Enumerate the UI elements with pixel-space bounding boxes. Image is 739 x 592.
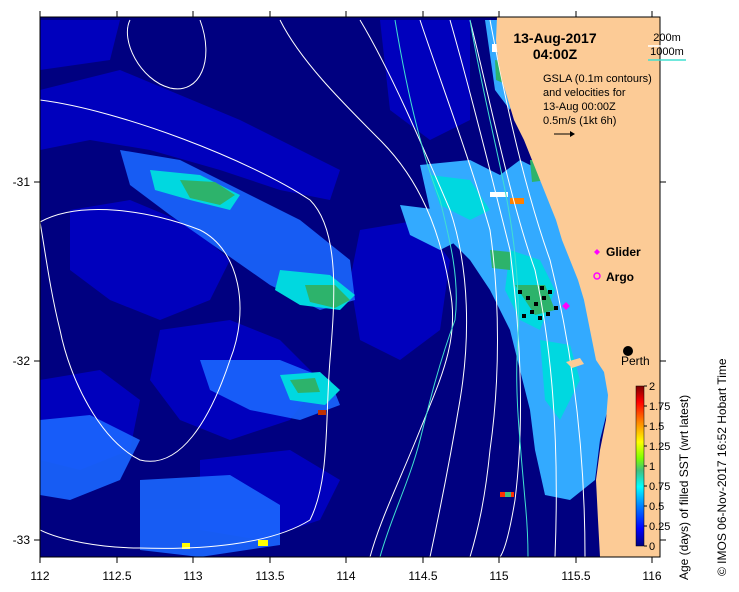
x-axis bbox=[39, 11, 653, 563]
x-tick-label: 114.5 bbox=[408, 569, 437, 583]
ring-icon bbox=[593, 272, 601, 280]
isobath-200m bbox=[469, 19, 529, 557]
map-time: 04:00Z bbox=[533, 46, 578, 62]
info-block: GSLA (0.1m contours) and velocities for … bbox=[543, 73, 652, 137]
isobath-legend: 200m 1000m bbox=[648, 32, 686, 61]
marker-legend-glider: Glider bbox=[606, 245, 641, 259]
colorbar-title: Age (days) of filled SST (wrt latest) bbox=[677, 395, 691, 580]
x-tick-label: 115.5 bbox=[561, 569, 590, 583]
colorbar-tick-label: 1.5 bbox=[649, 421, 664, 433]
x-tick-label: 114 bbox=[336, 569, 355, 583]
map-plot-area bbox=[40, 17, 660, 557]
x-tick-label: 116 bbox=[642, 569, 661, 583]
plot-frame bbox=[39, 16, 661, 558]
map-date: 13-Aug-2017 bbox=[513, 30, 596, 46]
info-line: 13-Aug 00:00Z bbox=[543, 101, 616, 113]
info-line: 0.5m/s (1kt 6h) bbox=[543, 115, 616, 127]
rottnest-island bbox=[566, 358, 584, 368]
colorbar-tick-label: 1.75 bbox=[649, 401, 670, 413]
place-label-perth: Perth bbox=[621, 354, 650, 368]
x-tick-labels: 112 112.5 113 113.5 114 114.5 115 115.5 … bbox=[30, 569, 661, 583]
colorbar-ramp bbox=[635, 385, 645, 547]
x-tick-label: 112 bbox=[30, 569, 49, 583]
colorbar: 2 1.75 1.5 1.25 1 0.75 0.5 0.25 0 bbox=[635, 381, 670, 553]
colorbar-tick-label: 2 bbox=[649, 381, 655, 393]
colorbar-tick-label: 0.5 bbox=[649, 501, 664, 513]
gsla-contours bbox=[40, 19, 586, 557]
perth-marker-icon bbox=[623, 346, 633, 356]
x-tick-label: 115 bbox=[489, 569, 508, 583]
land-mass bbox=[496, 17, 660, 557]
marker-legend-argo: Argo bbox=[606, 270, 634, 284]
info-line: and velocities for bbox=[543, 87, 626, 99]
info-line: GSLA (0.1m contours) bbox=[543, 73, 652, 85]
glider-track bbox=[518, 286, 558, 320]
glider-position bbox=[562, 302, 570, 310]
velocity-scale-arrow-icon bbox=[554, 131, 575, 137]
y-axis bbox=[34, 181, 666, 541]
isobath-1000m bbox=[379, 19, 457, 557]
isobath-legend-200m: 200m bbox=[653, 32, 681, 44]
colorbar-tick-label: 0.25 bbox=[649, 521, 670, 533]
colorbar-tick-label: 0 bbox=[649, 541, 655, 553]
x-tick-label: 112.5 bbox=[102, 569, 131, 583]
y-tick-label: -33 bbox=[13, 533, 31, 547]
marker-legend: Glider Argo bbox=[593, 245, 641, 284]
x-tick-label: 113.5 bbox=[255, 569, 284, 583]
colorbar-tick-label: 0.75 bbox=[649, 481, 670, 493]
isobath-legend-1000m: 1000m bbox=[650, 46, 684, 58]
colorbar-tick-label: 1.25 bbox=[649, 441, 670, 453]
y-tick-labels: -31 -32 -33 bbox=[13, 175, 31, 547]
y-tick-label: -31 bbox=[13, 175, 31, 189]
diamond-icon bbox=[594, 249, 600, 255]
y-tick-label: -32 bbox=[13, 354, 31, 368]
x-tick-label: 113 bbox=[183, 569, 202, 583]
colorbar-tick-label: 1 bbox=[649, 461, 655, 473]
credit-line: © IMOS 06-Nov-2017 16:52 Hobart Time bbox=[715, 358, 729, 576]
